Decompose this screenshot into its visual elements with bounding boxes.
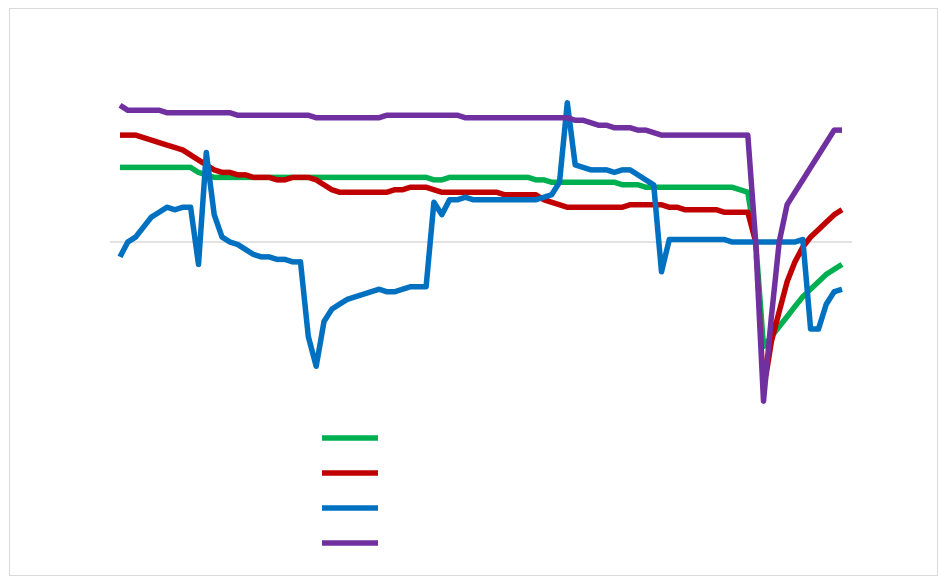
series-line-3 (117, 100, 843, 370)
legend (322, 435, 378, 546)
series-group (117, 100, 844, 404)
series-line-4 (118, 102, 842, 404)
series-line-2 (120, 132, 844, 394)
